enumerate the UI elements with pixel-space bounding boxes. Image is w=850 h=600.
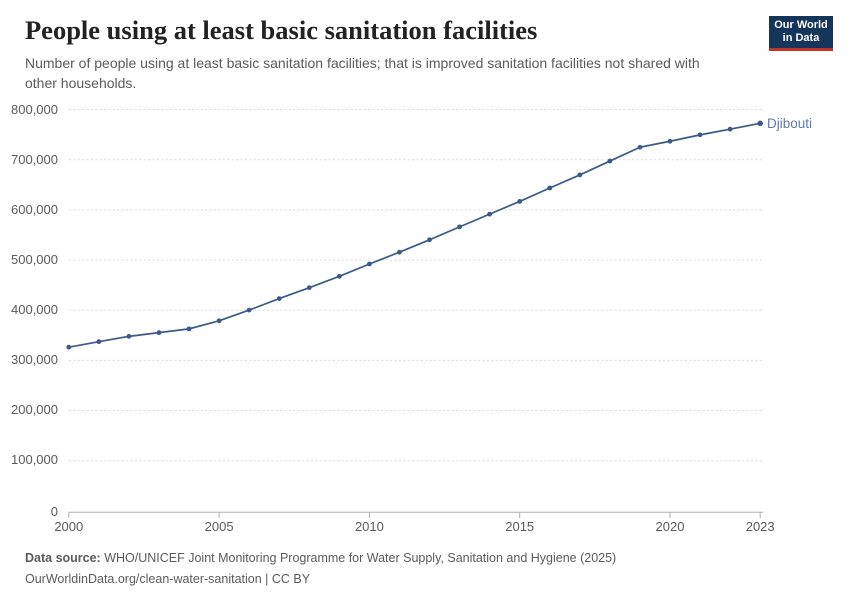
svg-text:700,000: 700,000 — [11, 152, 58, 167]
svg-text:500,000: 500,000 — [11, 252, 58, 267]
svg-text:100,000: 100,000 — [11, 452, 58, 467]
svg-text:300,000: 300,000 — [11, 352, 58, 367]
svg-text:Djibouti: Djibouti — [767, 116, 812, 131]
svg-text:2023: 2023 — [746, 519, 775, 534]
svg-text:800,000: 800,000 — [11, 102, 58, 117]
svg-text:2010: 2010 — [355, 519, 384, 534]
svg-text:2000: 2000 — [54, 519, 83, 534]
svg-text:0: 0 — [51, 504, 58, 519]
svg-text:2005: 2005 — [205, 519, 234, 534]
svg-text:600,000: 600,000 — [11, 202, 58, 217]
svg-text:400,000: 400,000 — [11, 302, 58, 317]
svg-text:2015: 2015 — [505, 519, 534, 534]
svg-text:200,000: 200,000 — [11, 402, 58, 417]
svg-text:2020: 2020 — [656, 519, 685, 534]
